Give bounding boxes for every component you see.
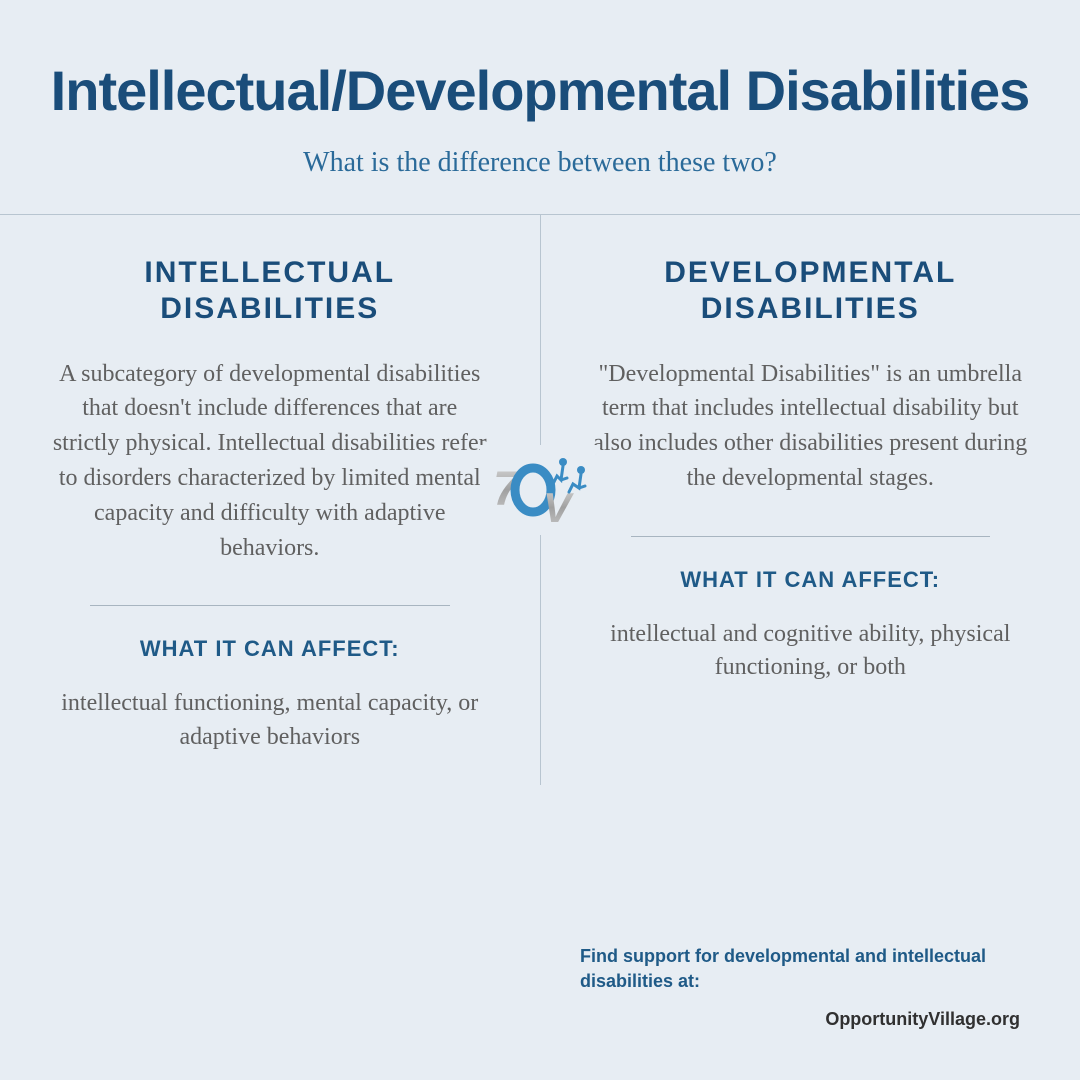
right-column-title: DEVELOPMENTAL DISABILITIES [581,255,1041,327]
logo-icon: 7 V [480,445,600,535]
right-divider [631,536,991,537]
page-subtitle: What is the difference between these two… [40,147,1040,179]
left-column: INTELLECTUAL DISABILITIES A subcategory … [0,215,541,785]
page-title: Intellectual/Developmental Disabilities [40,60,1040,122]
right-affect-title: WHAT IT CAN AFFECT: [581,567,1041,593]
right-affect-body: intellectual and cognitive ability, phys… [581,618,1041,685]
left-affect-body: intellectual functioning, mental capacit… [40,687,500,754]
right-column: DEVELOPMENTAL DISABILITIES "Developmenta… [541,215,1080,785]
footer: Find support for developmental and intel… [580,944,1020,1030]
footer-url: OpportunityVillage.org [580,1009,1020,1030]
right-column-body: "Developmental Disabilities" is an umbre… [581,357,1041,496]
left-affect-title: WHAT IT CAN AFFECT: [40,636,500,662]
header: Intellectual/Developmental Disabilities … [0,0,1080,214]
footer-text: Find support for developmental and intel… [580,944,1020,994]
left-divider [90,605,450,606]
left-column-body: A subcategory of developmental disabilit… [40,357,500,566]
left-column-title: INTELLECTUAL DISABILITIES [40,255,500,327]
